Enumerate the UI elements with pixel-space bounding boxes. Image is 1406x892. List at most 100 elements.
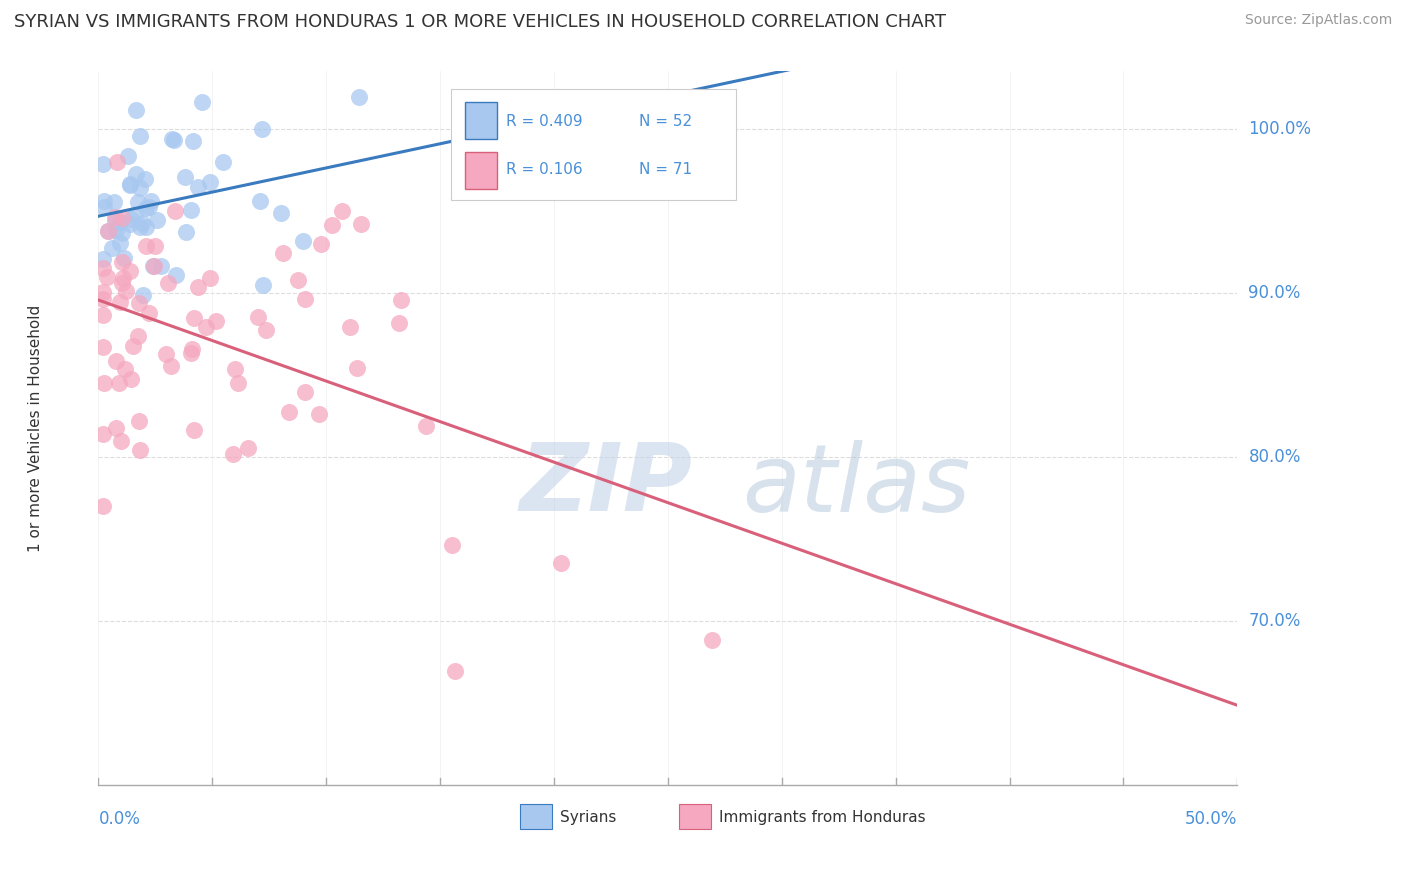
Point (118, 178, 141, 192)
Point (702, 633, 724, 648)
Text: ZIP: ZIP (520, 439, 693, 532)
Point (443, 664, 465, 678)
Text: Syrians: Syrians (560, 810, 616, 824)
Point (254, 323, 277, 337)
Point (347, 90, 370, 104)
Point (128, 413, 150, 427)
Point (91, 252, 114, 267)
Point (330, 204, 353, 219)
Text: R = 0.106: R = 0.106 (506, 162, 582, 178)
Bar (451, 89, 737, 200)
Point (160, 132, 183, 146)
Point (110, 434, 132, 448)
Point (246, 310, 269, 325)
Point (129, 181, 152, 195)
Point (93, 200, 115, 214)
Point (111, 255, 134, 269)
Point (174, 169, 197, 184)
Point (125, 103, 148, 118)
Point (91, 426, 114, 441)
Point (441, 538, 464, 552)
Text: R = 0.409: R = 0.409 (506, 114, 582, 128)
Text: N = 71: N = 71 (640, 162, 693, 178)
Point (226, 376, 249, 390)
Point (141, 194, 163, 209)
Point (91, 156, 114, 170)
Point (278, 405, 301, 419)
Point (110, 236, 132, 251)
Point (128, 296, 150, 310)
Point (143, 259, 166, 273)
Point (180, 342, 202, 356)
Text: Immigrants from Honduras: Immigrants from Honduras (718, 810, 925, 824)
Point (292, 234, 315, 248)
Point (91, 261, 114, 276)
Point (222, 446, 245, 460)
Point (150, 259, 173, 273)
Point (181, 134, 204, 148)
Point (138, 201, 160, 215)
Point (224, 362, 246, 376)
Point (120, 217, 142, 231)
Point (183, 311, 205, 326)
Point (165, 268, 187, 282)
Point (105, 223, 128, 237)
Text: atlas: atlas (742, 440, 970, 531)
Text: 0.0%: 0.0% (98, 810, 141, 828)
Point (105, 353, 128, 368)
Point (155, 347, 177, 361)
Point (120, 264, 142, 278)
Point (174, 225, 197, 239)
Text: 80.0%: 80.0% (1249, 448, 1301, 466)
Point (145, 213, 167, 227)
Bar (465, 103, 498, 139)
Point (135, 201, 157, 215)
Point (165, 203, 187, 218)
Point (115, 284, 138, 298)
Point (236, 441, 259, 455)
Point (114, 361, 136, 376)
Point (191, 95, 214, 110)
Point (187, 280, 209, 294)
Point (180, 202, 202, 217)
Point (550, 556, 572, 570)
Point (96, 270, 118, 285)
Point (308, 408, 330, 422)
Point (194, 320, 217, 334)
Point (91, 308, 114, 322)
Point (249, 194, 271, 209)
Point (294, 384, 316, 399)
Point (128, 128, 150, 143)
Point (104, 421, 127, 435)
Point (183, 423, 205, 437)
Point (91, 292, 114, 306)
Point (346, 361, 368, 376)
Point (134, 172, 156, 186)
Point (110, 276, 132, 290)
Point (127, 194, 149, 209)
Point (112, 251, 135, 265)
Bar (679, 805, 711, 830)
Text: 1 or more Vehicles in Household: 1 or more Vehicles in Household (28, 304, 44, 552)
Point (131, 216, 153, 230)
Point (103, 211, 125, 225)
Text: 50.0%: 50.0% (1185, 810, 1237, 828)
Point (97, 224, 120, 238)
Point (122, 338, 145, 352)
Point (118, 177, 141, 191)
Point (120, 212, 142, 227)
Point (91, 340, 114, 354)
Point (294, 292, 316, 306)
Text: Source: ZipAtlas.com: Source: ZipAtlas.com (1244, 13, 1392, 28)
Point (128, 220, 150, 235)
Point (103, 194, 125, 209)
Point (252, 278, 274, 293)
Point (132, 288, 155, 302)
Point (125, 167, 148, 181)
Point (252, 122, 274, 136)
Point (415, 419, 437, 434)
Text: 90.0%: 90.0% (1249, 284, 1301, 301)
Point (97, 224, 120, 238)
Point (111, 226, 134, 240)
Text: SYRIAN VS IMMIGRANTS FROM HONDURAS 1 OR MORE VEHICLES IN HOUSEHOLD CORRELATION C: SYRIAN VS IMMIGRANTS FROM HONDURAS 1 OR … (14, 13, 946, 31)
